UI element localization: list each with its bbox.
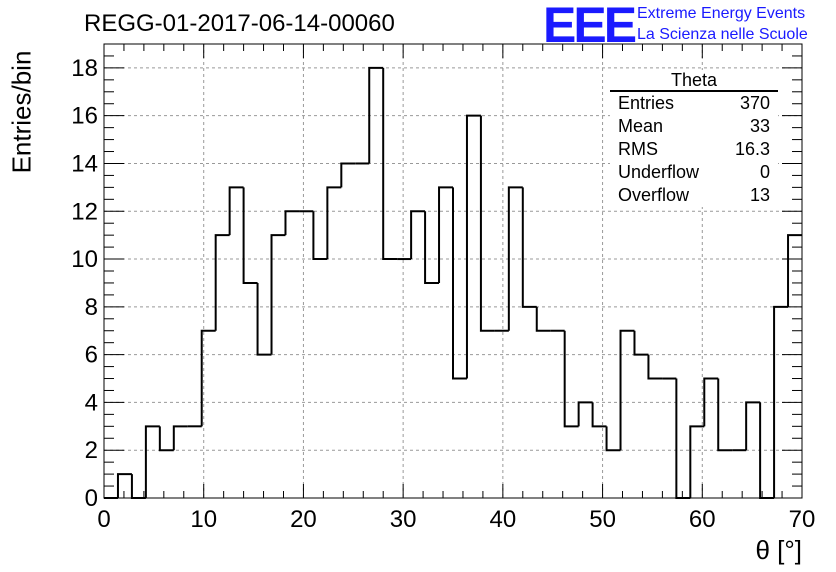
logo-line-2: La Scienza nelle Scuole (637, 26, 808, 43)
histogram-bin (410, 210, 426, 260)
x-axis-label: θ [°] (755, 535, 802, 565)
stats-value: 370 (739, 93, 770, 113)
histogram-series (104, 66, 802, 499)
y-tick-label: 2 (85, 437, 98, 464)
histogram-bin (605, 426, 621, 452)
stats-box: Theta Entries 370 Mean 33 RMS 16.3 Under… (610, 70, 778, 207)
histogram-bin (479, 115, 495, 332)
histogram-bin (745, 401, 761, 451)
stats-row-rms: RMS 16.3 (610, 138, 778, 161)
x-tick-label: 40 (490, 506, 517, 533)
x-tick-label: 60 (689, 506, 716, 533)
stats-label: Mean (618, 116, 664, 136)
logo-caption: Extreme Energy Events La Scienza nelle S… (637, 3, 808, 45)
y-tick-label: 12 (71, 198, 98, 225)
logo-line-1: Extreme Energy Events (637, 5, 806, 22)
histogram-bin (591, 402, 607, 428)
histogram-bin (326, 186, 342, 260)
y-tick-label: 8 (85, 294, 98, 321)
stats-label: Overflow (618, 185, 690, 205)
histogram-bin (116, 473, 132, 498)
histogram-bin (703, 377, 719, 427)
histogram-bin (507, 186, 523, 331)
stats-value: 13 (749, 185, 770, 205)
stats-value: 33 (749, 116, 770, 136)
histogram-bin (521, 187, 537, 308)
y-axis-label: Entries/bin (6, 50, 37, 174)
y-tick-label: 18 (71, 55, 98, 82)
histogram-bin (144, 425, 160, 498)
chart-title: REGG-01-2017-06-14-00060 (84, 10, 395, 37)
stats-row-underflow: Underflow 0 (610, 161, 778, 184)
stats-label: Underflow (618, 162, 700, 182)
histogram-bin (424, 211, 440, 284)
histogram-bin (200, 329, 216, 427)
histogram-bin (465, 114, 481, 379)
histogram-bin (214, 234, 230, 331)
y-tick-label: 6 (85, 342, 98, 369)
histogram-bin (312, 211, 328, 261)
histogram-bin (647, 354, 663, 380)
y-tick-label: 0 (85, 485, 98, 512)
histogram-bin (242, 187, 258, 284)
histogram-bin (577, 401, 593, 427)
x-tick-label: 30 (390, 506, 417, 533)
x-tick-label: 20 (290, 506, 317, 533)
x-tick-label: 50 (589, 506, 616, 533)
histogram-bin (256, 282, 272, 356)
histogram-bin (172, 425, 188, 451)
stats-row-entries: Entries 370 (610, 92, 778, 115)
y-tick-label: 14 (71, 150, 98, 177)
histogram-bin (535, 306, 551, 332)
tick-labels: 0 10 20 30 40 50 60 70 0 2 4 6 8 10 12 14 16 18 (71, 55, 815, 533)
histogram-bin (689, 425, 705, 498)
histogram-bin (619, 329, 635, 451)
y-tick-label: 10 (71, 246, 98, 273)
histogram-bin (158, 426, 174, 452)
histogram-bin (368, 66, 384, 164)
histogram-bin (633, 330, 649, 356)
histogram-bin (452, 187, 467, 380)
stats-label: Entries (618, 93, 675, 113)
stats-row-mean: Mean 33 (610, 115, 778, 138)
histogram-bin (228, 186, 244, 236)
stats-label: RMS (618, 139, 658, 159)
stats-row-overflow: Overflow 13 (610, 184, 778, 207)
histogram-bin (382, 67, 398, 261)
y-tick-label: 4 (85, 389, 98, 416)
histogram-bin (270, 234, 286, 355)
stats-value: 16.3 (734, 139, 770, 159)
histogram-bin (563, 330, 579, 428)
histogram-bin (717, 378, 733, 452)
histogram-bin (340, 162, 356, 188)
histogram-bin (675, 378, 691, 499)
x-tick-label: 70 (789, 506, 816, 533)
eee-logo: EEE (543, 0, 637, 53)
histogram-bin (284, 210, 300, 236)
stats-title: Theta (610, 70, 778, 92)
x-tick-label: 10 (190, 506, 217, 533)
axis-ticks (103, 43, 803, 499)
x-tick-label: 0 (97, 506, 110, 533)
histogram-bin (438, 186, 453, 283)
stats-value: 0 (759, 162, 770, 182)
y-tick-label: 16 (71, 103, 98, 130)
